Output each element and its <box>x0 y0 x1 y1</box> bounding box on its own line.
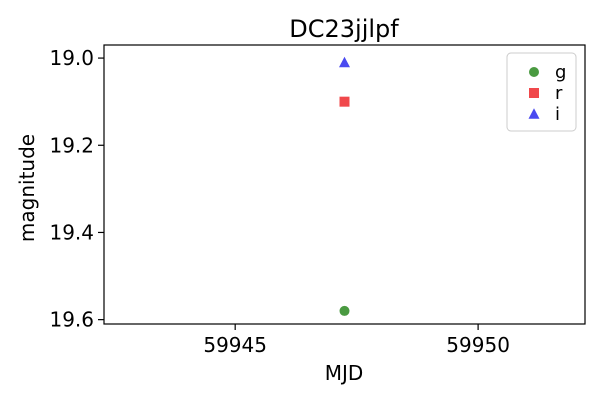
data-point-i <box>339 56 350 68</box>
y-axis-label: magnitude <box>15 134 39 242</box>
x-tick-label: 59945 <box>203 333 267 357</box>
legend-label-r: r <box>555 83 563 104</box>
y-tick-label: 19.4 <box>49 220 94 244</box>
data-point-g <box>339 305 350 316</box>
x-axis-label: MJD <box>325 361 364 385</box>
plot-area-frame <box>103 44 586 325</box>
legend-label-i: i <box>555 104 560 125</box>
legend-marker-r <box>529 88 539 98</box>
y-tick-label: 19.2 <box>49 133 94 157</box>
legend-marker-i <box>528 108 540 119</box>
data-point-r <box>339 96 350 107</box>
chart-title: DC23jjlpf <box>289 15 399 43</box>
legend-box <box>506 52 577 132</box>
legend-label-g: g <box>555 62 566 83</box>
x-tick-label: 59950 <box>446 333 510 357</box>
y-tick-label: 19.0 <box>49 46 94 70</box>
legend-marker-g <box>529 67 539 77</box>
y-tick-label: 19.6 <box>49 308 94 332</box>
